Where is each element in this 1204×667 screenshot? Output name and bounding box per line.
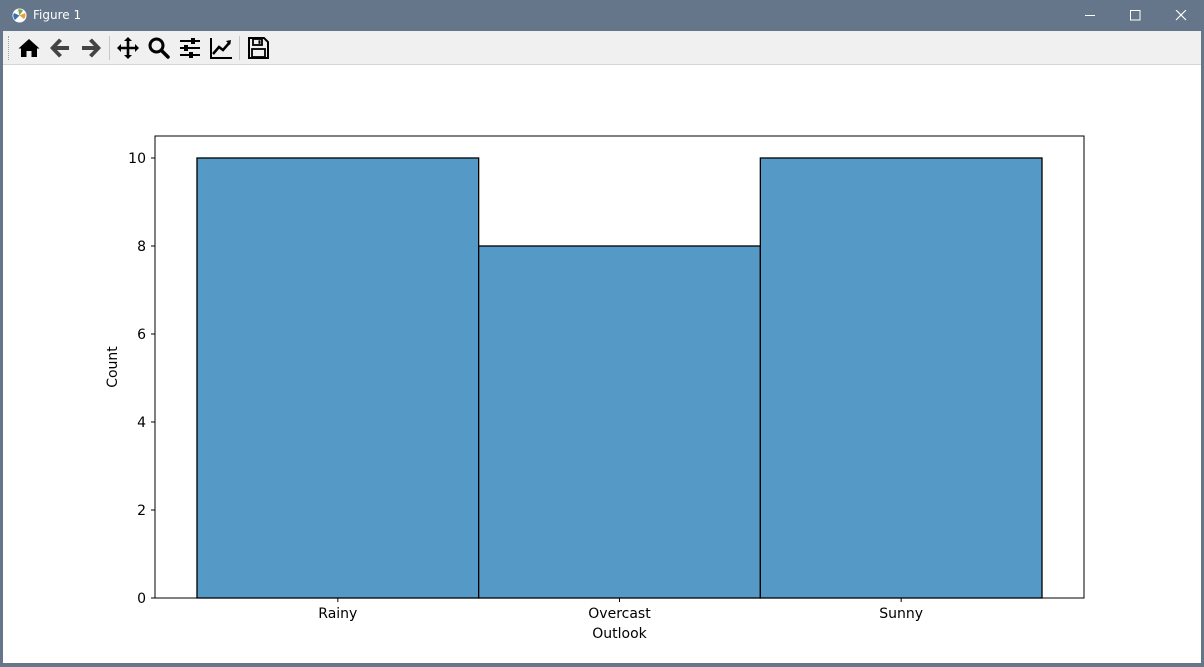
y-tick-label: 2	[137, 503, 146, 519]
y-tick-label: 6	[137, 327, 146, 343]
figure-canvas: 0 2 4 6 8 10 Rainy Overcast Sunny Outlook Count	[3, 65, 1201, 663]
close-icon	[1175, 10, 1187, 21]
x-tick-label: Sunny	[879, 606, 923, 622]
save-icon	[248, 37, 269, 59]
home-icon	[18, 39, 40, 57]
configure-subplots-icon	[180, 38, 200, 58]
bars-group	[196, 157, 1043, 599]
bar-overcast	[478, 245, 761, 599]
maximize-icon	[1130, 10, 1141, 21]
toolbar-grip	[8, 36, 11, 60]
zoom-magnifier-icon	[148, 37, 170, 59]
configure-subplots-button[interactable]	[176, 35, 204, 61]
close-button[interactable]	[1158, 0, 1204, 31]
toolbar-separator	[239, 36, 240, 60]
edit-axis-button[interactable]	[207, 35, 235, 61]
back-button[interactable]	[46, 35, 74, 61]
figure-window: 0 2 4 6 8 10 Rainy Overcast Sunny Outlook Count	[3, 31, 1201, 663]
pan-move-icon	[117, 37, 139, 59]
x-tick-label: Rainy	[318, 606, 357, 622]
x-axis-label: Outlook	[592, 626, 647, 642]
toolbar-separator	[109, 36, 110, 60]
x-axis-ticks: Rainy Overcast Sunny	[318, 598, 923, 622]
home-button[interactable]	[15, 35, 43, 61]
save-button[interactable]	[244, 35, 272, 61]
edit-axis-icon	[210, 38, 232, 59]
navigation-toolbar	[3, 31, 1201, 65]
minimize-button[interactable]	[1067, 0, 1113, 31]
matplotlib-icon	[12, 8, 27, 23]
y-tick-label: 10	[128, 151, 146, 167]
forward-arrow-icon	[82, 38, 101, 58]
axes-frame	[154, 135, 1085, 599]
bar-chart[interactable]: 0 2 4 6 8 10 Rainy Overcast Sunny Outlook Count	[3, 65, 1201, 663]
x-tick-label: Overcast	[588, 606, 651, 622]
y-tick-label: 8	[137, 239, 146, 255]
minimize-icon	[1085, 15, 1095, 16]
window-titlebar: Figure 1	[0, 0, 1204, 31]
forward-button[interactable]	[77, 35, 105, 61]
y-tick-label: 4	[137, 415, 146, 431]
window-title: Figure 1	[33, 8, 82, 22]
zoom-button[interactable]	[145, 35, 173, 61]
maximize-button[interactable]	[1112, 0, 1158, 31]
y-axis-label: Count	[105, 346, 121, 388]
bar-rainy	[196, 157, 480, 599]
y-tick-label: 0	[137, 591, 146, 607]
pan-button[interactable]	[114, 35, 142, 61]
back-arrow-icon	[50, 38, 69, 58]
bar-sunny	[759, 157, 1043, 599]
y-axis-ticks: 0 2 4 6 8 10	[128, 151, 155, 607]
